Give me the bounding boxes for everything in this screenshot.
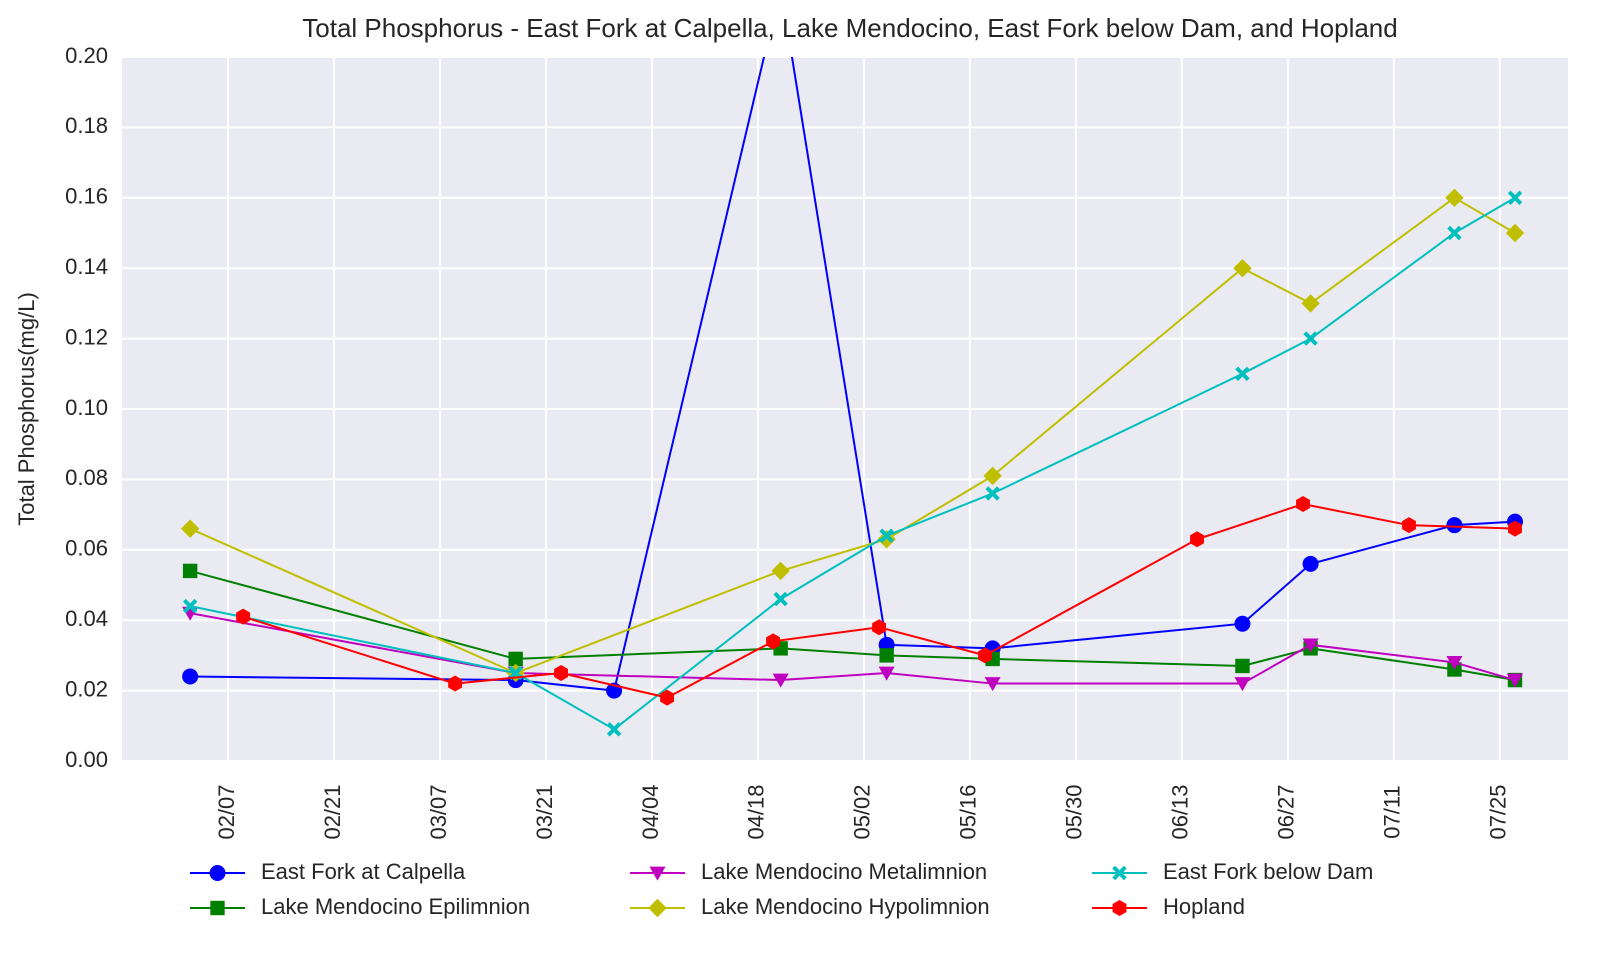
marker — [209, 865, 226, 881]
marker — [180, 519, 200, 538]
legend-label: Lake Mendocino Metalimnion — [701, 859, 987, 884]
marker — [771, 561, 790, 581]
marker — [1303, 331, 1318, 346]
marker — [554, 665, 569, 681]
marker — [1445, 188, 1464, 207]
marker — [1402, 517, 1416, 534]
marker — [236, 608, 251, 625]
marker — [1446, 517, 1463, 534]
legend-label: East Fork at Calpella — [261, 859, 466, 884]
tick-labels: 0.00 0.02 0.04 0.06 0.08 0.10 0.12 0.14 0.16 0.18… — [65, 43, 1511, 840]
marker — [872, 619, 886, 636]
marker — [1507, 190, 1523, 205]
marker — [182, 668, 199, 685]
marker — [1301, 294, 1320, 313]
x-tick-label: 02/07 — [214, 784, 239, 839]
marker — [649, 866, 666, 881]
y-tick-label: 0.04 — [65, 606, 108, 631]
legend-label: Hopland — [1163, 894, 1245, 919]
marker — [1296, 496, 1310, 513]
x-tick-label: 06/13 — [1168, 784, 1193, 839]
marker — [1508, 520, 1522, 537]
marker — [1234, 677, 1251, 692]
x-tick-label: 02/21 — [320, 784, 345, 839]
marker — [1507, 673, 1524, 688]
x-tick-label: 05/30 — [1062, 784, 1087, 839]
grid — [122, 56, 1568, 762]
marker — [210, 900, 225, 916]
y-tick-label: 0.00 — [65, 747, 108, 772]
series-line — [190, 57, 1516, 692]
marker — [1302, 555, 1319, 572]
marker — [878, 666, 895, 681]
y-tick-label: 0.14 — [65, 254, 108, 279]
marker — [772, 673, 789, 688]
x-tick-label: 05/16 — [956, 784, 981, 839]
y-tick-label: 0.10 — [65, 395, 108, 420]
marker — [1505, 223, 1525, 243]
marker — [1234, 615, 1251, 632]
y-tick-label: 0.18 — [65, 113, 108, 138]
x-tick-label: 03/21 — [532, 784, 557, 839]
marker — [879, 648, 894, 663]
marker — [1446, 656, 1463, 671]
marker — [984, 677, 1001, 692]
marker — [1233, 259, 1252, 278]
marker — [1235, 366, 1250, 381]
marker — [1302, 638, 1319, 653]
marker — [448, 675, 463, 692]
x-tick-label: 06/27 — [1274, 784, 1299, 839]
marker — [182, 598, 198, 614]
marker — [978, 647, 992, 664]
y-tick-label: 0.06 — [65, 536, 108, 561]
marker — [983, 466, 1002, 486]
y-tick-label: 0.12 — [65, 324, 108, 349]
marker — [1112, 900, 1127, 916]
marker — [508, 651, 523, 667]
y-tick-label: 0.08 — [65, 465, 108, 490]
x-tick-label: 04/04 — [638, 784, 663, 839]
legend-label: Lake Mendocino Hypolimnion — [701, 894, 990, 919]
marker — [766, 633, 781, 650]
x-tick-label: 03/07 — [426, 784, 451, 839]
marker — [773, 591, 788, 607]
chart-title: Total Phosphorus - East Fork at Calpella… — [302, 13, 1397, 43]
legend-label: Lake Mendocino Epilimnion — [261, 894, 530, 919]
y-tick-label: 0.20 — [65, 43, 108, 68]
marker — [606, 722, 622, 737]
marker — [1235, 658, 1250, 674]
legend-label: East Fork below Dam — [1163, 859, 1373, 884]
marker — [879, 528, 894, 543]
y-tick-label: 0.16 — [65, 184, 108, 209]
x-tick-label: 07/25 — [1486, 784, 1511, 839]
marker — [660, 689, 675, 706]
x-tick-label: 07/11 — [1380, 785, 1405, 838]
marker — [182, 563, 198, 579]
legend: East Fork at Calpella Lake Mendocino Epil… — [190, 859, 1373, 919]
series-line — [189, 196, 1516, 731]
marker — [985, 486, 1000, 501]
y-tick-label: 0.02 — [65, 676, 108, 701]
marker — [1190, 531, 1204, 548]
x-tick-label: 05/02 — [850, 784, 875, 839]
y-axis-label: Total Phosphorus(mg/L) — [14, 292, 39, 526]
plot-area — [180, 57, 1525, 737]
marker — [1112, 865, 1127, 881]
marker — [1447, 225, 1462, 241]
marker — [648, 898, 667, 918]
x-tick-label: 04/18 — [744, 784, 769, 839]
